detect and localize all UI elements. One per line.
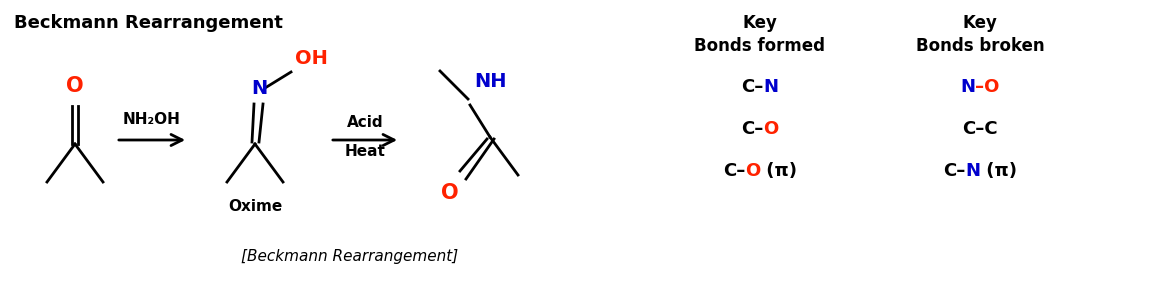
Text: O: O bbox=[745, 162, 760, 180]
Text: N: N bbox=[251, 79, 267, 98]
Text: C–: C– bbox=[723, 162, 745, 180]
Text: O: O bbox=[764, 120, 779, 138]
Text: OH: OH bbox=[295, 49, 328, 68]
Text: O: O bbox=[441, 183, 458, 203]
Text: O: O bbox=[66, 76, 84, 96]
Text: Key: Key bbox=[743, 14, 778, 32]
Text: N: N bbox=[965, 162, 981, 180]
Text: (π): (π) bbox=[981, 162, 1017, 180]
Text: NH₂OH: NH₂OH bbox=[124, 112, 181, 127]
Text: N: N bbox=[764, 78, 779, 96]
Text: –O: –O bbox=[975, 78, 999, 96]
Text: Bonds formed: Bonds formed bbox=[695, 37, 826, 55]
Text: Heat: Heat bbox=[345, 144, 386, 159]
Text: [Beckmann Rearrangement]: [Beckmann Rearrangement] bbox=[241, 249, 458, 264]
Text: (π): (π) bbox=[760, 162, 798, 180]
Text: Bonds broken: Bonds broken bbox=[915, 37, 1045, 55]
Text: C–: C– bbox=[742, 120, 764, 138]
Text: C–C: C–C bbox=[962, 120, 998, 138]
Text: Beckmann Rearrangement: Beckmann Rearrangement bbox=[14, 14, 283, 32]
Text: C–: C– bbox=[943, 162, 965, 180]
Text: NH: NH bbox=[475, 72, 506, 91]
Text: Oxime: Oxime bbox=[227, 199, 282, 214]
Text: C–: C– bbox=[742, 78, 764, 96]
Text: Acid: Acid bbox=[346, 115, 384, 130]
Text: N: N bbox=[961, 78, 975, 96]
Text: Key: Key bbox=[963, 14, 997, 32]
